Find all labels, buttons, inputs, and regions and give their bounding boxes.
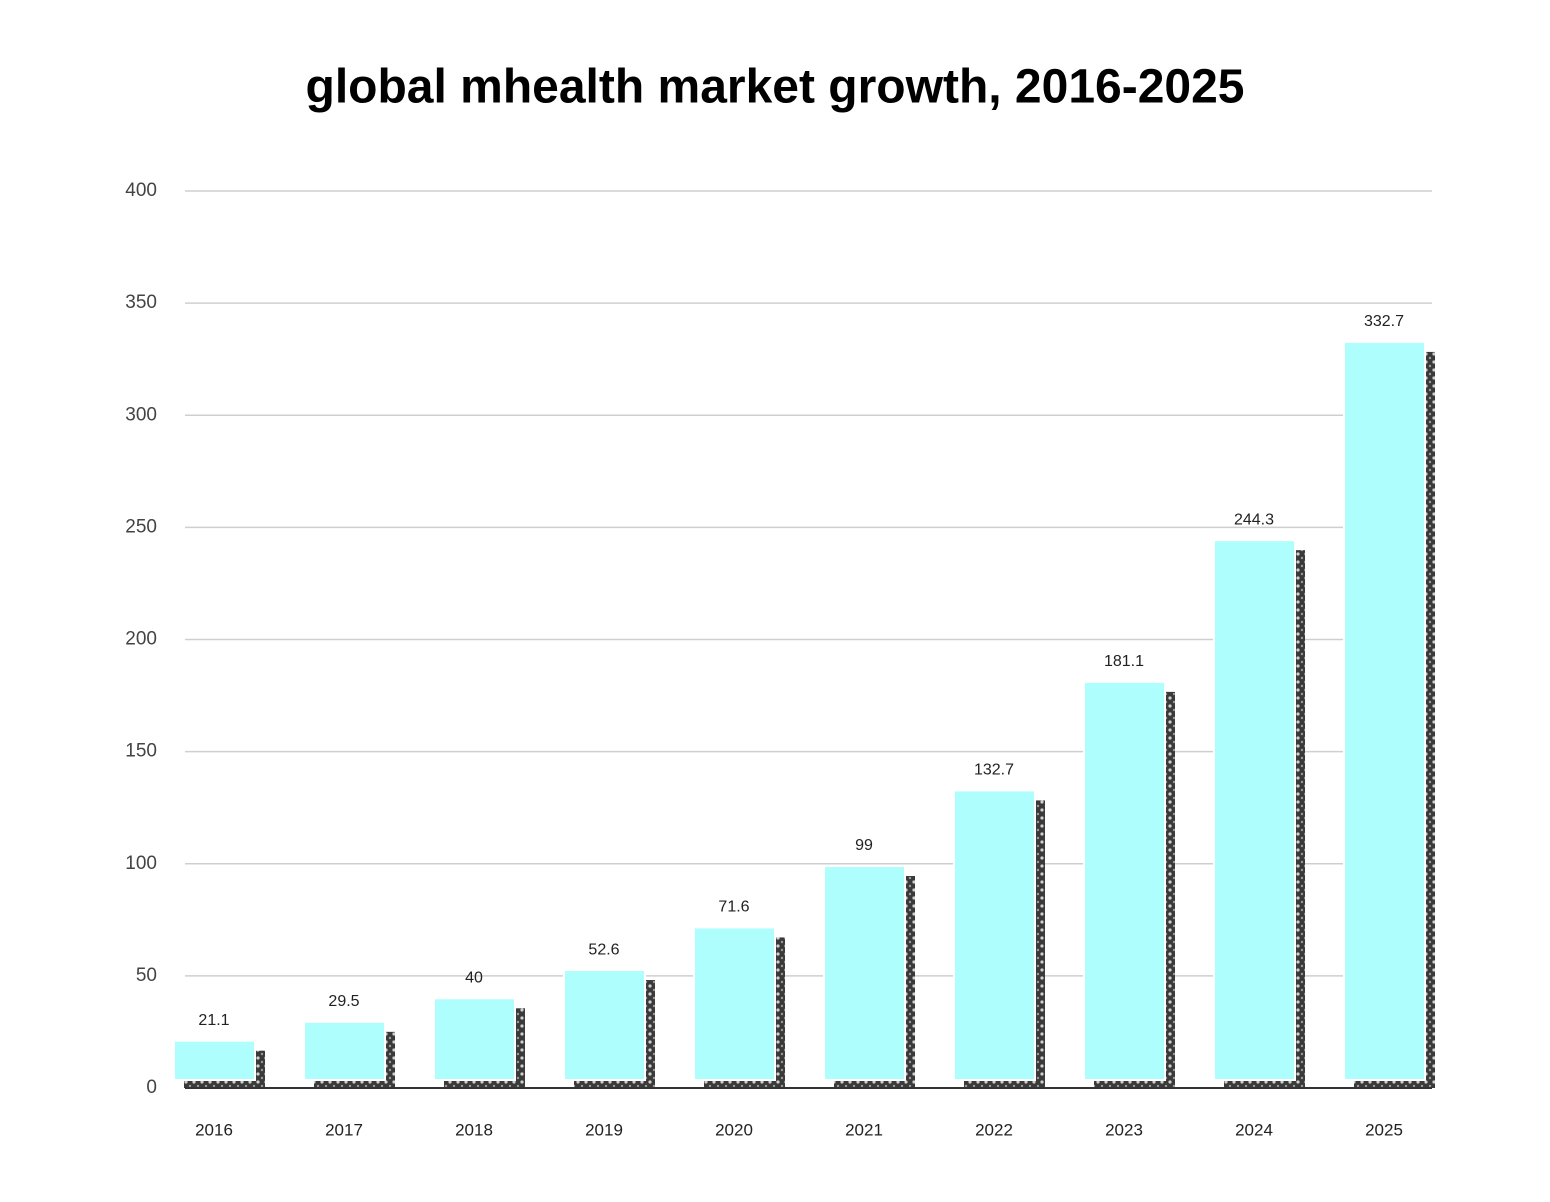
bar <box>1343 340 1426 1082</box>
value-label: 52.6 <box>588 941 619 958</box>
value-label: 99 <box>855 837 873 854</box>
y-tick-label: 0 <box>146 1077 157 1098</box>
y-tick-label: 200 <box>125 629 157 650</box>
value-label: 21.1 <box>198 1012 229 1029</box>
x-tick-label: 2025 <box>1365 1120 1403 1139</box>
y-tick-label: 150 <box>125 741 157 762</box>
y-tick-label: 100 <box>125 853 157 874</box>
bar <box>173 1039 256 1081</box>
bar <box>433 997 516 1081</box>
value-label: 181.1 <box>1104 653 1144 670</box>
x-tick-label: 2020 <box>715 1120 753 1139</box>
bar <box>693 926 776 1082</box>
chart-title: global mhealth market growth, 2016-2025 <box>306 61 1245 114</box>
value-label: 40 <box>465 970 483 987</box>
x-tick-label: 2023 <box>1105 1120 1143 1139</box>
bar <box>953 789 1036 1081</box>
bar <box>823 864 906 1081</box>
bar <box>563 969 646 1081</box>
y-tick-label: 350 <box>125 292 157 313</box>
bar <box>303 1020 386 1082</box>
value-label: 29.5 <box>328 993 359 1010</box>
x-tick-label: 2016 <box>195 1120 233 1139</box>
value-label: 244.3 <box>1234 511 1274 528</box>
value-label: 332.7 <box>1364 313 1404 330</box>
bar <box>1213 539 1296 1081</box>
value-label: 132.7 <box>974 762 1014 779</box>
bar <box>1083 680 1166 1081</box>
y-tick-label: 250 <box>125 516 157 537</box>
x-tick-label: 2018 <box>455 1120 493 1139</box>
x-tick-label: 2022 <box>975 1120 1013 1139</box>
x-tick-label: 2024 <box>1235 1120 1273 1139</box>
value-label: 71.6 <box>718 899 749 916</box>
x-tick-label: 2019 <box>585 1120 623 1139</box>
x-tick-label: 2021 <box>845 1120 883 1139</box>
y-tick-label: 50 <box>136 965 157 986</box>
y-tick-label: 300 <box>125 404 157 425</box>
x-tick-label: 2017 <box>325 1120 363 1139</box>
y-tick-label: 400 <box>125 180 157 201</box>
